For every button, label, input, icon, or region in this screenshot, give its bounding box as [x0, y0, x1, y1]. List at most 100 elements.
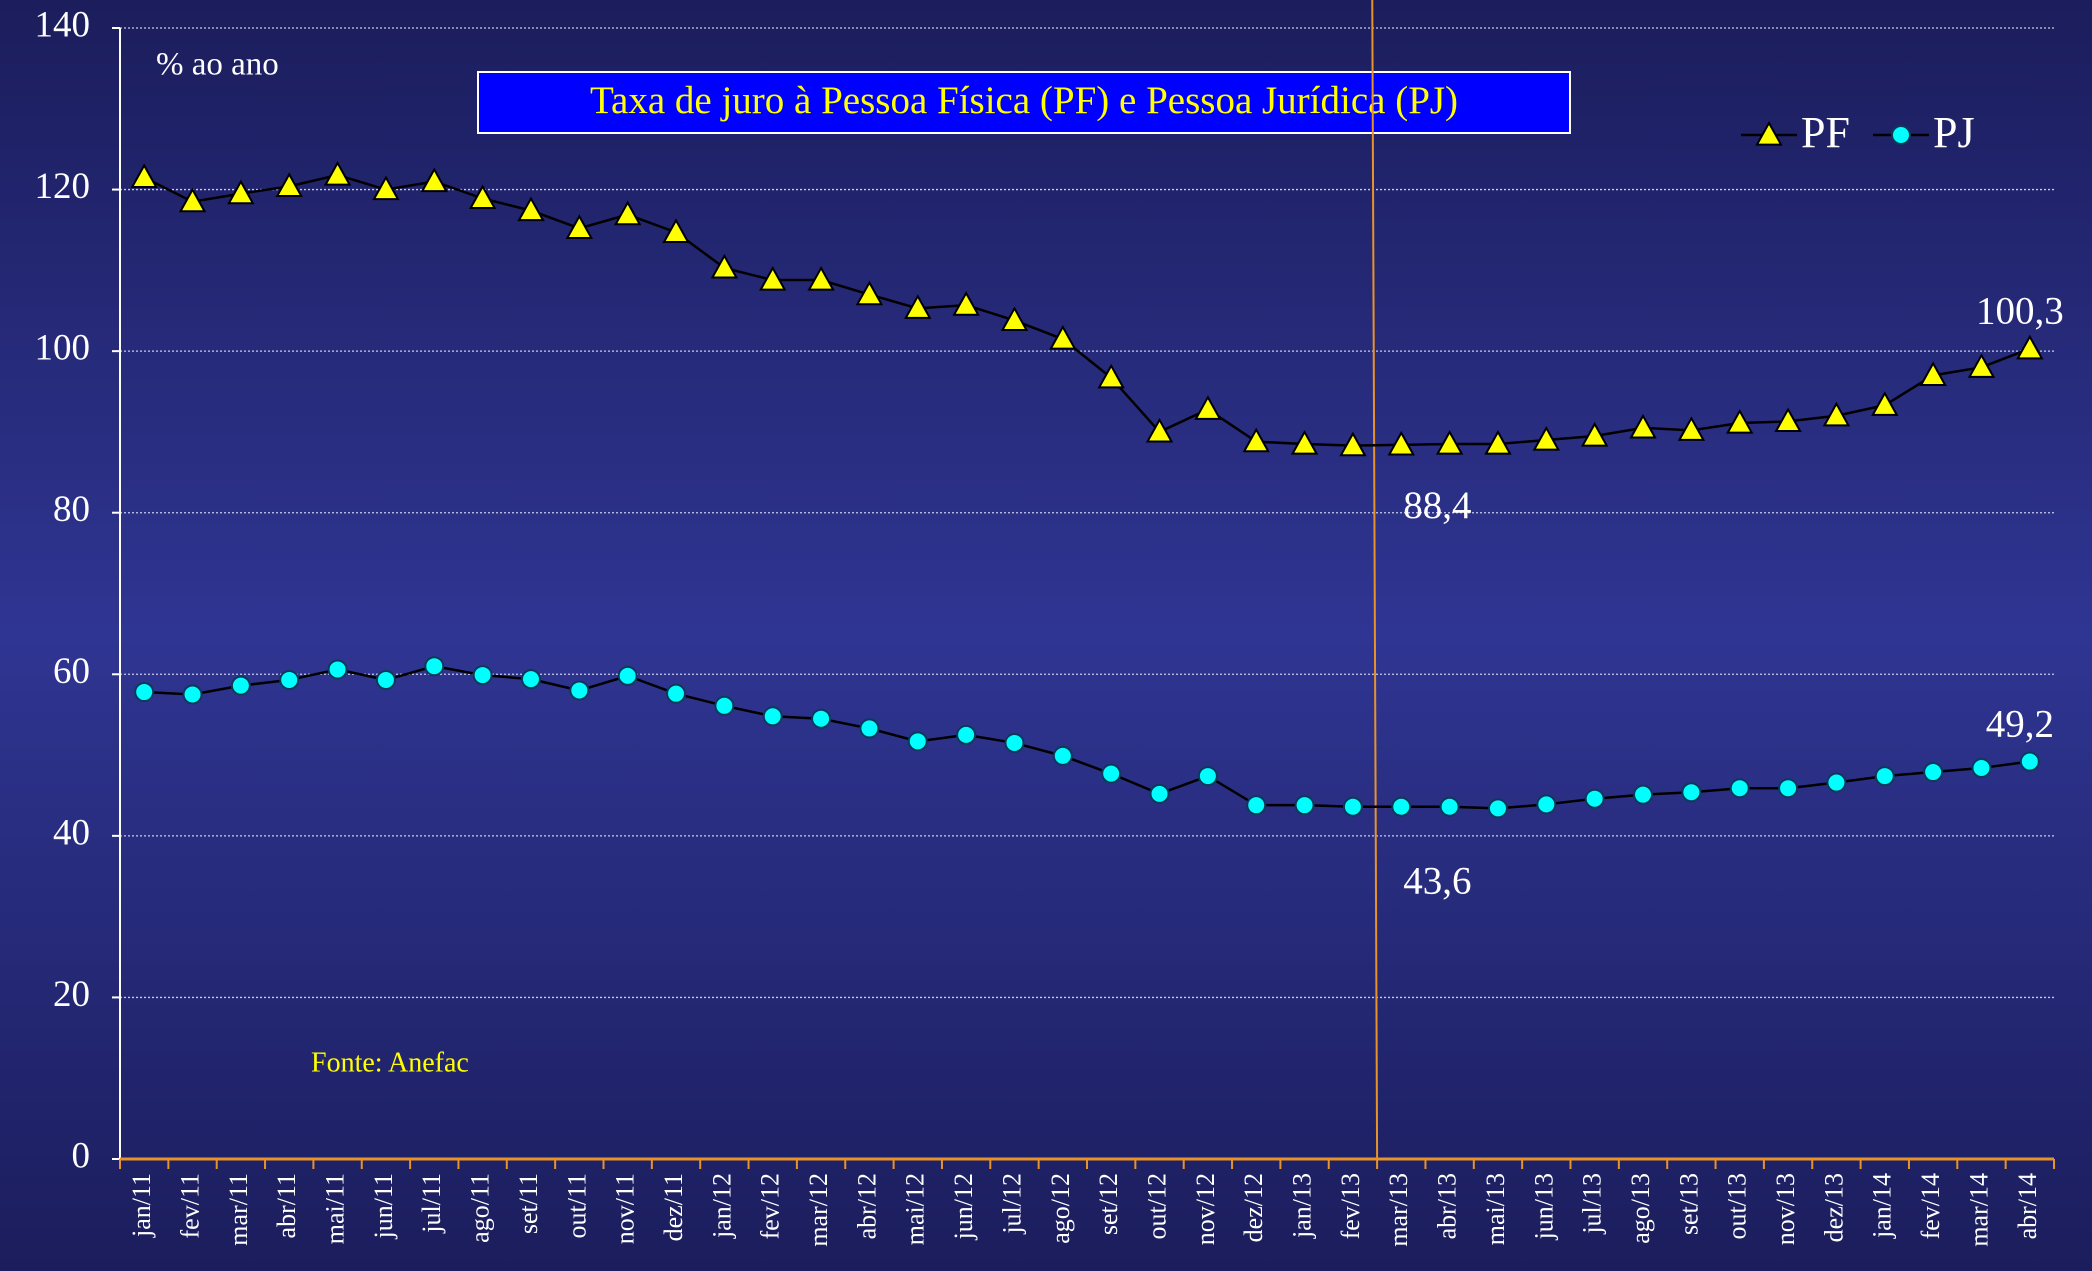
- x-tick-label: jun/13: [1529, 1173, 1558, 1240]
- chart-title: Taxa de juro à Pessoa Física (PF) e Pess…: [590, 79, 1458, 122]
- y-tick-label: 0: [72, 1135, 91, 1176]
- data-point: [807, 265, 835, 291]
- x-tick-label: out/11: [562, 1173, 591, 1238]
- y-tick-label: 80: [53, 489, 90, 530]
- x-tick-label: jan/14: [1868, 1173, 1897, 1239]
- x-tick-label: mar/13: [1384, 1173, 1413, 1247]
- data-point: [1484, 429, 1512, 455]
- legend-label: PF: [1801, 108, 1850, 157]
- data-point: [520, 669, 541, 690]
- data-point: [710, 253, 739, 279]
- data-point: [1149, 783, 1170, 804]
- data-point: [1967, 353, 1996, 378]
- data-point: [1290, 429, 1319, 455]
- x-tick-label: jun/11: [369, 1173, 398, 1239]
- data-point: [1294, 795, 1315, 816]
- data-point: [420, 167, 448, 193]
- y-tick-label: 60: [53, 651, 90, 692]
- x-tick-label: mar/12: [804, 1173, 833, 1247]
- data-point: [904, 294, 932, 319]
- data-label: 100,3: [1976, 290, 2064, 333]
- x-tick-label: abr/11: [272, 1173, 301, 1238]
- data-point: [1629, 413, 1657, 439]
- data-point: [1923, 762, 1944, 783]
- x-tick-label: nov/12: [1191, 1173, 1220, 1245]
- x-tick-label: dez/13: [1819, 1173, 1848, 1242]
- x-tick-label: nov/11: [611, 1173, 640, 1244]
- x-tick-label: jun/12: [949, 1173, 978, 1240]
- data-point: [1101, 763, 1122, 784]
- data-point: [134, 682, 155, 703]
- data-point: [1000, 306, 1029, 332]
- data-point: [1584, 788, 1605, 809]
- x-tick-label: set/13: [1674, 1173, 1703, 1235]
- data-label: 88,4: [1403, 484, 1471, 527]
- x-tick-label: set/12: [1094, 1173, 1123, 1235]
- data-point: [1339, 431, 1367, 457]
- data-point: [1532, 425, 1561, 451]
- series-line: [143, 173, 2031, 447]
- data-point: [1726, 408, 1754, 434]
- data-point: [1197, 766, 1218, 787]
- data-label: 43,6: [1403, 860, 1471, 903]
- title-box: [477, 71, 1571, 134]
- data-point: [468, 184, 497, 210]
- data-point: [569, 680, 590, 701]
- x-tick-label: nov/13: [1771, 1173, 1800, 1245]
- series-line: [144, 664, 2030, 810]
- data-point: [327, 659, 348, 680]
- x-tick-label: dez/11: [659, 1173, 688, 1241]
- data-point: [1536, 794, 1557, 815]
- source-note: Fonte: Anefac: [311, 1047, 469, 1078]
- y-axis-label: % ao ano: [156, 47, 279, 83]
- data-point: [1681, 782, 1702, 803]
- data-point: [1874, 766, 1895, 787]
- data-point: [1729, 778, 1750, 799]
- x-tick-label: jul/11: [417, 1173, 446, 1234]
- x-tick-label: out/12: [1142, 1173, 1171, 1239]
- data-point: [1246, 795, 1267, 816]
- data-point: [952, 291, 980, 316]
- y-tick-label: 40: [53, 812, 90, 853]
- data-point: [1971, 757, 1992, 778]
- data-point: [714, 695, 735, 716]
- x-tick-label: fev/12: [756, 1173, 785, 1239]
- data-point: [2019, 751, 2040, 772]
- data-point: [1487, 798, 1508, 819]
- x-tick-label: mar/14: [1964, 1173, 1993, 1247]
- x-tick-label: ago/11: [466, 1173, 495, 1243]
- y-tick-label: 140: [35, 4, 91, 45]
- data-point: [666, 683, 687, 704]
- x-tick-label: ago/13: [1626, 1173, 1655, 1244]
- data-point: [762, 706, 783, 727]
- data-point: [323, 160, 352, 186]
- x-tick-label: dez/12: [1239, 1173, 1268, 1242]
- data-point: [1580, 421, 1609, 447]
- data-point: [279, 669, 300, 690]
- data-point: [1052, 745, 1073, 766]
- x-tick-label: abr/14: [2013, 1173, 2042, 1239]
- legend-label: PJ: [1933, 108, 1975, 157]
- data-point: [227, 179, 255, 205]
- data-point: [617, 665, 638, 686]
- data-point: [130, 163, 158, 189]
- data-point: [1822, 401, 1851, 427]
- x-tick-label: mai/13: [1481, 1173, 1510, 1245]
- data-point: [1774, 407, 1802, 433]
- x-tick-label: jul/12: [997, 1173, 1026, 1235]
- data-point: [956, 724, 977, 745]
- data-point: [182, 684, 203, 705]
- legend-marker: [1755, 120, 1783, 146]
- x-tick-label: jul/13: [1578, 1173, 1607, 1235]
- data-point: [1778, 778, 1799, 799]
- reference-line: [1371, 0, 1379, 1160]
- data-point: [907, 731, 928, 752]
- data-point: [372, 175, 400, 201]
- y-tick-label: 120: [35, 166, 91, 207]
- data-point: [1826, 772, 1847, 793]
- x-tick-label: jan/12: [707, 1173, 736, 1239]
- x-tick-label: mai/12: [901, 1173, 930, 1245]
- data-point: [811, 708, 832, 729]
